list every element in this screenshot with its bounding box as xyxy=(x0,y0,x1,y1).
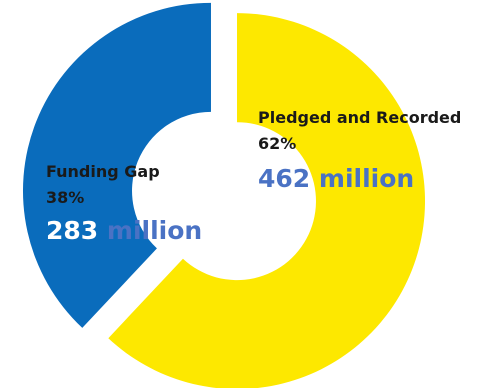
pledged-percent-label: 62% xyxy=(258,134,297,153)
gap-amount-label: 283 million xyxy=(46,218,202,243)
gap-percent-label: 38% xyxy=(46,188,85,207)
donut-slice-funding-gap xyxy=(22,2,211,328)
gap-amount-blue-part: million xyxy=(98,216,203,245)
pledged-name-label: Pledged and Recorded xyxy=(258,108,462,127)
pledged-amount-label: 462 million xyxy=(258,164,415,193)
donut-slice-pledged-and-recorded xyxy=(108,13,426,390)
gap-amount-white-part: 283 xyxy=(46,216,99,245)
gap-name-label: Funding Gap xyxy=(46,162,160,181)
